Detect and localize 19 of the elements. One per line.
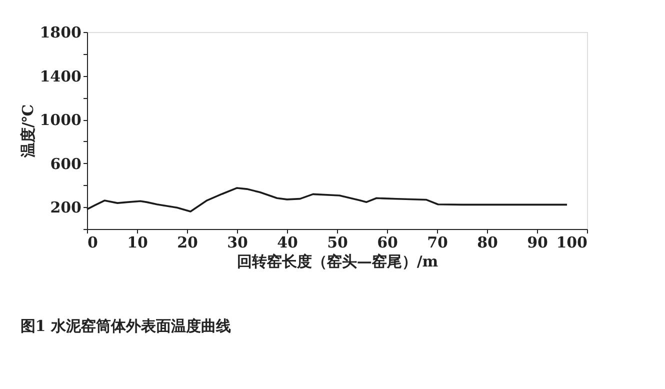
x-tick-label: 20 — [177, 234, 198, 252]
y-axis-title: 温度/℃ — [18, 104, 37, 159]
y-tick-label: 200 — [50, 198, 82, 217]
y-tick-label: 1400 — [40, 67, 82, 86]
x-axis-title: 回转窑长度（窑头—窑尾）/m — [236, 252, 438, 270]
y-tick-label: 1800 — [40, 24, 82, 42]
x-tick-label: 60 — [377, 234, 398, 252]
x-tick-label: 30 — [227, 234, 248, 252]
x-tick-label: 90 — [527, 234, 548, 252]
y-tick-label: 1000 — [40, 111, 82, 130]
x-tick-label: 10 — [127, 234, 148, 252]
y-tick-label: 600 — [50, 154, 82, 173]
x-tick-label: 0 — [88, 234, 98, 252]
x-tick-label: 80 — [477, 234, 498, 252]
x-tick-label: 100 — [556, 234, 588, 252]
x-tick-label: 40 — [277, 234, 298, 252]
caption: 图1 水泥窑筒体外表面温度曲线 — [20, 317, 231, 335]
x-tick-label: 50 — [327, 234, 348, 252]
x-tick-label: 70 — [427, 234, 448, 252]
